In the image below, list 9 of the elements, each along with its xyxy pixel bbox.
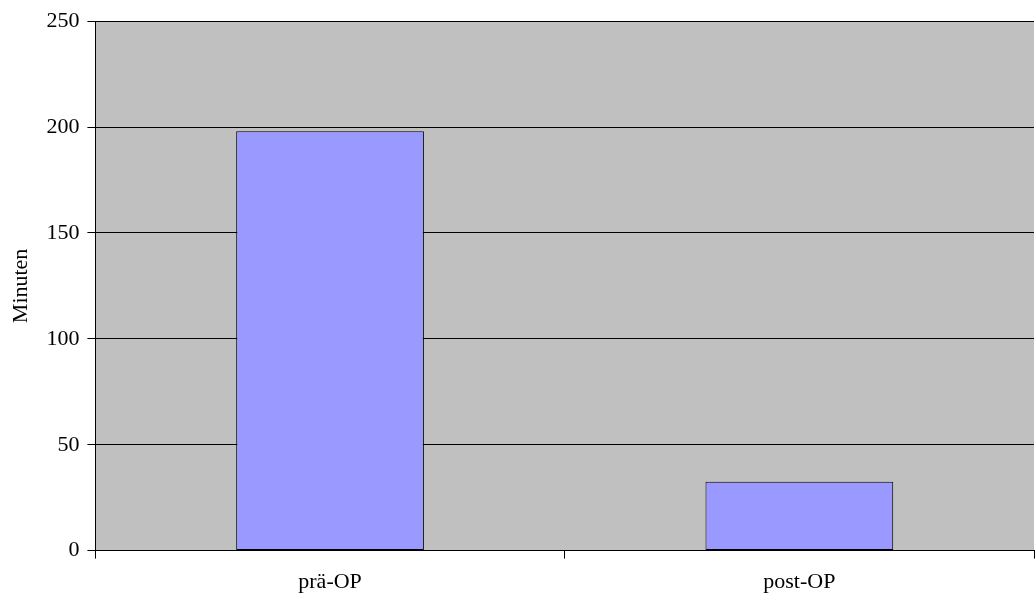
x-tick-label: prä-OP [298, 567, 362, 593]
y-tick-label: 0 [68, 536, 80, 562]
y-tick-label: 50 [57, 430, 80, 456]
x-tick-label: post-OP [763, 567, 836, 593]
y-tick-label: 150 [46, 218, 80, 244]
y-tick-label: 200 [46, 112, 80, 138]
y-axis-title: Minuten [6, 248, 32, 324]
y-tick-label: 100 [46, 324, 80, 350]
y-tick-label: 250 [46, 6, 80, 32]
